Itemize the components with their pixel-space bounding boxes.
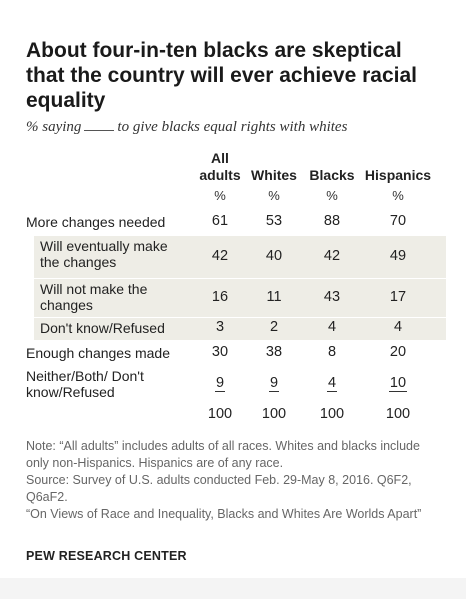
cell-value: 2: [269, 319, 279, 335]
table-cell: 100: [190, 406, 250, 422]
cell-value: 10: [388, 375, 408, 392]
table-row: Will eventually make the changes 42 40 42 49: [34, 236, 446, 278]
column-unit: %: [214, 188, 226, 203]
cell-value: 8: [327, 344, 337, 360]
table-row: Don't know/Refused 3 2 4 4: [34, 318, 446, 340]
row-label: Will eventually make the changes: [40, 238, 168, 270]
source-org: PEW RESEARCH CENTER: [26, 549, 187, 563]
table-cell: 4: [302, 375, 362, 392]
cell-value: 38: [265, 344, 283, 360]
cell-value: 9: [268, 375, 280, 392]
row-label: Enough changes made: [26, 345, 170, 361]
cell-value: 70: [389, 213, 407, 229]
bottom-bar: [0, 578, 466, 599]
table-cell: 11: [244, 289, 304, 305]
table-cell: 88: [302, 213, 362, 229]
table-cell: 53: [244, 213, 304, 229]
table-cell: 40: [244, 248, 304, 264]
table-cell: 8: [302, 344, 362, 360]
table-cell: 2: [244, 319, 304, 335]
table-cell: 42: [302, 248, 362, 264]
column-header: Blacks: [309, 167, 355, 183]
row-label: Will not make the changes: [40, 281, 148, 313]
chart-subtitle: % saying to give blacks equal rights with…: [26, 118, 446, 136]
table-row: Enough changes made 30 38 8 20: [26, 343, 446, 363]
cell-value: 49: [389, 248, 407, 264]
table-cell: 49: [368, 248, 428, 264]
table-cell: 38: [244, 344, 304, 360]
table-cell: 30: [190, 344, 250, 360]
column-header: All adults: [199, 150, 241, 183]
column-header: Whites: [251, 167, 297, 183]
table-cell: 3: [190, 319, 250, 335]
cell-value: 4: [327, 319, 337, 335]
table-row: Neither/Both/ Don't know/Refused 9 9 4 10: [26, 366, 446, 402]
cell-value: 11: [266, 289, 282, 305]
cell-value: 9: [214, 375, 226, 392]
subtitle-suffix: to give blacks equal rights with whites: [117, 119, 348, 135]
table-cell: 100: [244, 406, 304, 422]
cell-value: 4: [326, 375, 338, 392]
table-cell: 17: [368, 289, 428, 305]
cell-value: 53: [265, 213, 283, 229]
column-unit: %: [326, 188, 338, 203]
cell-value: 100: [385, 406, 411, 422]
table-cell: 61: [190, 213, 250, 229]
table-cell: 100: [302, 406, 362, 422]
table-cell: 4: [302, 319, 362, 335]
report-title-text: “On Views of Race and Inequality, Blacks…: [26, 507, 422, 521]
table-cell: 9: [244, 375, 304, 392]
cell-value: 16: [211, 289, 229, 305]
cell-value: 17: [389, 289, 407, 305]
table-cell: 16: [190, 289, 250, 305]
cell-value: 88: [323, 213, 341, 229]
cell-value: 100: [207, 406, 233, 422]
row-label: Neither/Both/ Don't know/Refused: [26, 368, 144, 400]
cell-value: 42: [323, 248, 341, 264]
cell-value: 42: [211, 248, 229, 264]
cell-value: 4: [393, 319, 403, 335]
cell-value: 20: [389, 344, 407, 360]
cell-value: 40: [265, 248, 283, 264]
table-row: 100 100 100 100: [26, 405, 446, 425]
table-cell: 4: [368, 319, 428, 335]
column-header: Hispanics: [364, 167, 432, 183]
cell-value: 30: [211, 344, 229, 360]
table-row: Will not make the changes 16 11 43 17: [34, 279, 446, 317]
column-unit: %: [392, 188, 404, 203]
table-cell: 100: [368, 406, 428, 422]
cell-value: 43: [323, 289, 341, 305]
table-cell: 42: [190, 248, 250, 264]
table-cell: 70: [368, 213, 428, 229]
source-text: Source: Survey of U.S. adults conducted …: [26, 473, 412, 504]
note-text: Note: “All adults” includes adults of al…: [26, 439, 420, 470]
table-row: More changes needed 61 53 88 70: [26, 212, 446, 232]
cell-value: 61: [211, 213, 229, 229]
row-label: Don't know/Refused: [40, 320, 165, 336]
cell-value: 100: [319, 406, 345, 422]
table-cell: 20: [368, 344, 428, 360]
chart-notes: Note: “All adults” includes adults of al…: [26, 438, 436, 523]
subtitle-prefix: % saying: [26, 119, 82, 135]
table-cell: 43: [302, 289, 362, 305]
row-label: More changes needed: [26, 214, 166, 230]
cell-value: 100: [261, 406, 287, 422]
cell-value: 3: [215, 319, 225, 335]
column-unit: %: [268, 188, 280, 203]
table-cell: 9: [190, 375, 250, 392]
subtitle-blank: [84, 118, 115, 131]
chart-title: About four-in-ten blacks are skeptical t…: [26, 39, 417, 112]
table-cell: 10: [368, 375, 428, 392]
